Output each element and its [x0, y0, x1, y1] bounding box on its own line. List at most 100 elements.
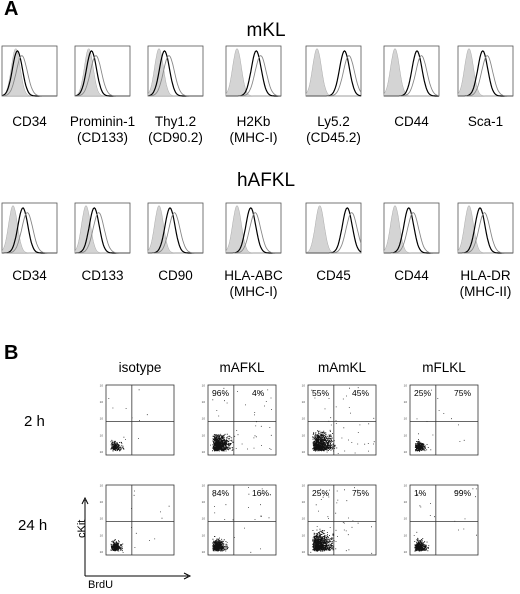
mkl-marker-label-5: CD44 [371, 114, 453, 130]
mkl-marker-label-0: CD34 [0, 114, 71, 130]
y-tick: 10 [404, 550, 408, 554]
flow-plot-r0-c0: 10 10 10 10 10 [100, 383, 175, 456]
mkl-marker-label-line1: Sca-1 [467, 114, 504, 129]
flow-dots [108, 389, 148, 452]
quadrant-left-percent: 1% [414, 488, 427, 498]
hafkl-marker-label-line1: HLA-ABC [224, 268, 283, 283]
quadrant-left-percent: 84% [212, 488, 230, 498]
column-label-3: mFLKL [422, 360, 466, 375]
hafkl-marker-label-line2: (MHC-II) [459, 284, 512, 299]
hafkl-marker-label-6: HLA-DR (MHC-II) [445, 268, 520, 300]
mkl-hist-stain2-4 [306, 55, 362, 97]
y-tick: 10 [202, 533, 206, 537]
y-tick: 10 [202, 433, 206, 437]
mkl-marker-label-line1: Ly5.2 [317, 114, 350, 129]
y-tick: 10 [302, 383, 306, 387]
mkl-marker-label-line1: Prominin-1 [69, 114, 136, 129]
mkl-marker-label-line1: CD44 [394, 114, 429, 129]
hafkl-hist-stain2-1 [75, 212, 130, 254]
hafkl-marker-label-line1: HLA-DR [460, 268, 511, 283]
y-tick: 10 [100, 500, 104, 504]
y-tick: 10 [100, 450, 104, 454]
hafkl-marker-label-2: CD90 [135, 268, 217, 284]
mkl-hist-stain2-3 [226, 55, 282, 97]
mkl-marker-label-2: Thy1.2 (CD90.2) [135, 114, 217, 146]
y-tick: 10 [404, 433, 408, 437]
quadrant-right-percent: 75% [454, 388, 472, 398]
hafkl-marker-label-line1: CD34 [12, 268, 47, 283]
mkl-marker-label-line1: CD34 [12, 114, 47, 129]
hafkl-marker-label-4: CD45 [293, 268, 375, 284]
mkl-marker-label-1: Prominin-1 (CD133) [62, 114, 144, 146]
hafkl-marker-label-5: CD44 [371, 268, 453, 284]
y-axis-arrowhead [81, 496, 89, 505]
x-axis-label: BrdU [88, 579, 114, 591]
y-tick: 10 [302, 550, 306, 554]
mkl-title: mKL [246, 20, 286, 41]
y-tick: 10 [202, 417, 206, 421]
flow-plot-r0-c1: 10 10 10 10 10 [202, 383, 277, 456]
y-tick: 10 [100, 400, 104, 404]
y-tick: 10 [302, 400, 306, 404]
flow-dots [110, 490, 170, 553]
flow-plot-r1-c1: 10 10 10 10 10 [202, 483, 277, 556]
column-label-0: isotype [118, 360, 162, 375]
hafkl-marker-label-0: CD34 [0, 268, 71, 284]
flow-dots [311, 387, 375, 454]
quadrant-right-percent: 16% [252, 488, 270, 498]
y-tick: 10 [302, 417, 306, 421]
mkl-marker-label-line2: (MHC-I) [229, 130, 278, 145]
y-axis-label: cKit [76, 519, 88, 538]
column-label-1: mAFKL [219, 360, 265, 375]
mkl-marker-label-line2: (CD45.2) [306, 130, 361, 145]
quadrant-left-percent: 25% [414, 388, 432, 398]
hafkl-hist-stain2-3 [226, 212, 281, 254]
y-tick: 10 [202, 483, 206, 487]
column-label-2: mAmKL [317, 360, 366, 375]
panel-b-letter: B [4, 342, 19, 364]
y-tick: 10 [100, 533, 104, 537]
y-tick: 10 [202, 450, 206, 454]
y-tick: 10 [302, 433, 306, 437]
hafkl-marker-label-3: HLA-ABC (MHC-I) [213, 268, 295, 300]
hafkl-hist-stain2-2 [148, 212, 203, 254]
y-tick: 10 [404, 383, 408, 387]
quadrant-right-percent: 45% [352, 388, 370, 398]
hafkl-title: hAFKL [236, 170, 296, 191]
hafkl-marker-label-line1: CD133 [81, 268, 124, 283]
y-tick: 10 [404, 417, 408, 421]
y-tick: 10 [202, 400, 206, 404]
y-tick: 10 [404, 517, 408, 521]
flow-dots [310, 487, 373, 554]
flow-plot-r0-c2: 10 10 10 10 10 [302, 383, 377, 456]
y-tick: 10 [100, 517, 104, 521]
flow-plot-r1-c0: 10 10 10 10 10 [100, 483, 175, 556]
y-tick: 10 [100, 483, 104, 487]
y-tick: 10 [404, 400, 408, 404]
y-tick: 10 [302, 483, 306, 487]
y-tick: 10 [302, 533, 306, 537]
hafkl-marker-label-line1: CD44 [394, 268, 429, 283]
flow-plot-r1-c3: 10 10 10 10 10 [404, 483, 479, 556]
y-tick: 10 [100, 383, 104, 387]
y-tick: 10 [302, 450, 306, 454]
flow-plot-r0-c3: 10 10 10 10 10 [404, 383, 479, 456]
mkl-marker-label-line1: Thy1.2 [154, 114, 197, 129]
quadrant-left-percent: 25% [312, 488, 330, 498]
y-tick: 10 [100, 433, 104, 437]
mkl-marker-label-line1: H2Kb [236, 114, 271, 129]
row-label-2h: 2 h [24, 413, 45, 430]
flow-dots [413, 488, 477, 552]
y-tick: 10 [404, 500, 408, 504]
y-tick: 10 [302, 500, 306, 504]
row-label-24h: 24 h [18, 517, 48, 534]
y-tick: 10 [202, 550, 206, 554]
y-tick: 10 [100, 417, 104, 421]
quadrant-right-percent: 99% [454, 488, 472, 498]
mkl-hist-isotype-4 [305, 48, 361, 97]
hafkl-hist-stain2-5 [384, 212, 439, 254]
mkl-hist-stain2-2 [147, 55, 203, 97]
hafkl-marker-label-line1: CD45 [316, 268, 351, 283]
hafkl-marker-label-line1: CD90 [158, 268, 193, 283]
